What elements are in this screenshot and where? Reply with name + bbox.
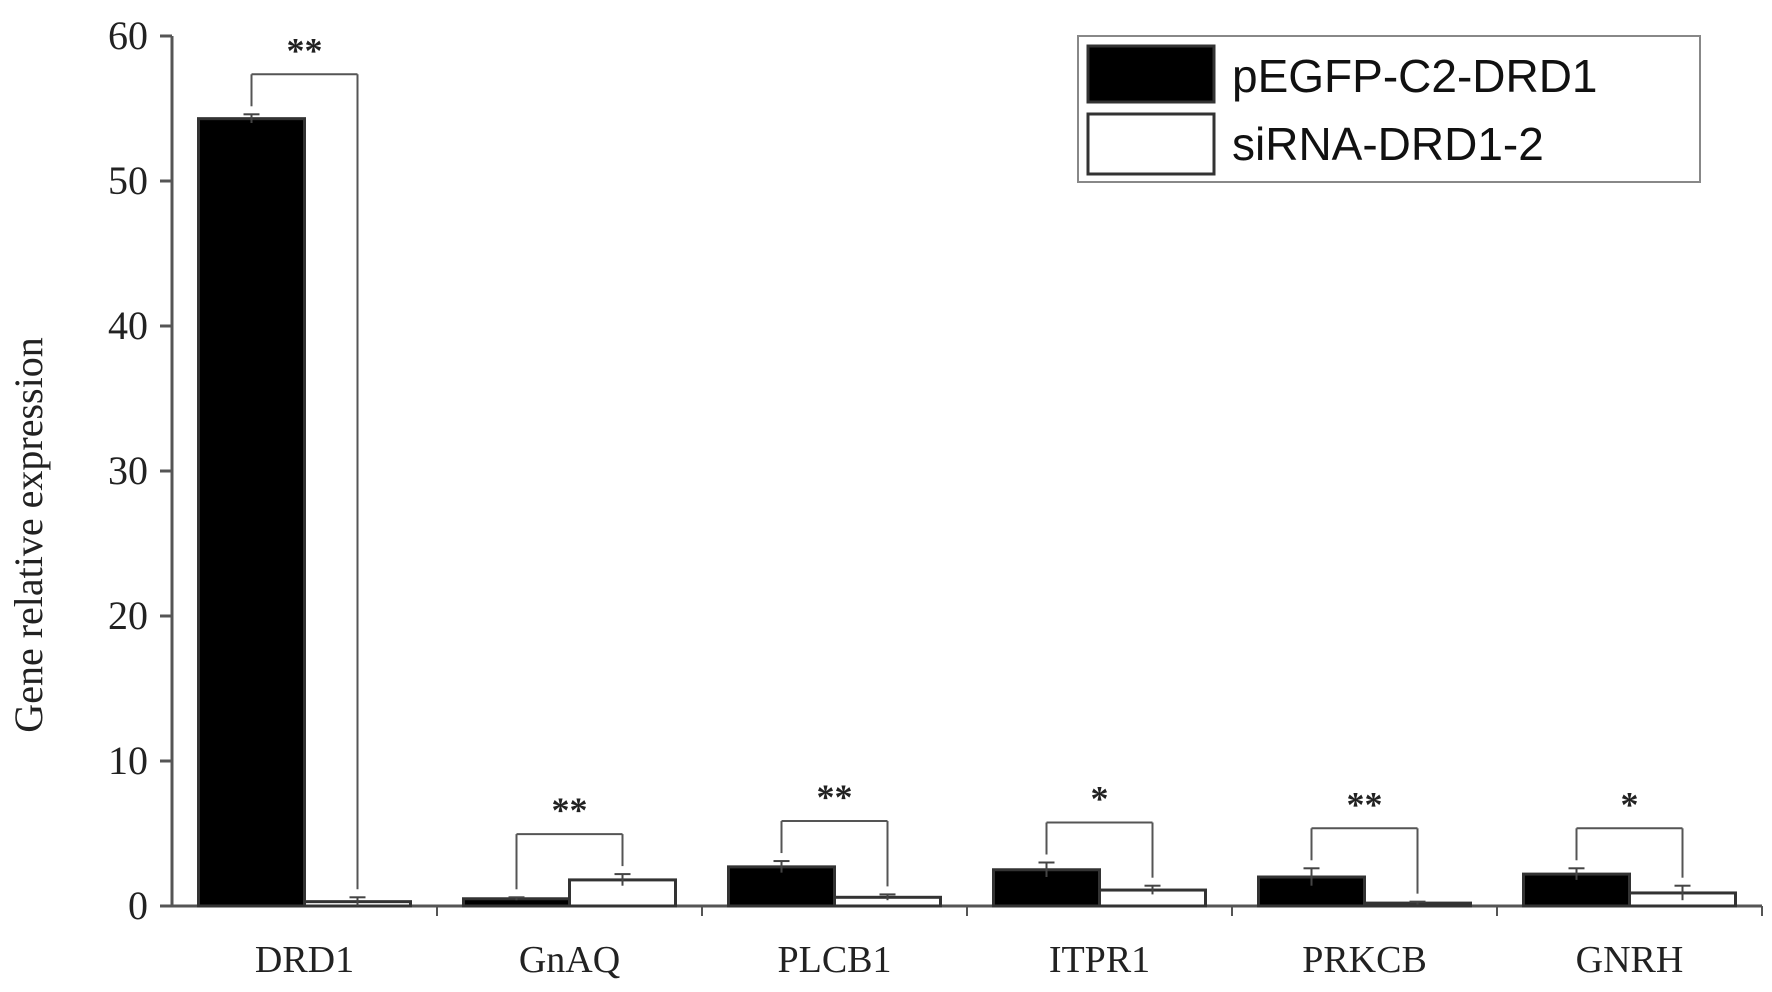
x-tick-label: DRD1	[255, 939, 354, 981]
error-bars	[243, 113, 1691, 906]
significance-bracket: **	[250, 30, 359, 890]
significance-bracket: *	[1045, 779, 1154, 878]
y-tick-label: 20	[108, 593, 148, 638]
y-tick-label: 10	[108, 738, 148, 783]
x-tick-label: PLCB1	[777, 939, 891, 981]
y-tick-label: 50	[108, 158, 148, 203]
y-tick-label: 0	[128, 883, 148, 928]
significance-label: **	[1347, 784, 1383, 824]
x-axis: DRD1 GnAQ PLCB1 ITPR1 PRKCB GNRH	[172, 904, 1763, 981]
significance-label: *	[1621, 784, 1639, 824]
y-tick-label: 60	[108, 13, 148, 58]
bars	[197, 117, 1737, 908]
significance-bracket: *	[1575, 784, 1684, 878]
x-tick-label: PRKCB	[1302, 939, 1427, 981]
legend-label-series-1: pEGFP-C2-DRD1	[1232, 50, 1598, 102]
y-tick-label: 40	[108, 303, 148, 348]
y-tick-label: 30	[108, 448, 148, 493]
significance-bracket: **	[515, 790, 624, 890]
significance-label: **	[552, 790, 588, 830]
x-tick-label: GnAQ	[519, 939, 620, 981]
significance-bracket: **	[780, 777, 889, 887]
significance-label: *	[1091, 779, 1109, 819]
y-axis: 0 10 20 30 40 50 60	[108, 13, 174, 928]
legend-swatch-series-2	[1086, 112, 1216, 176]
significance-bracket: **	[1310, 784, 1419, 894]
bar-1	[727, 865, 836, 908]
y-axis-label: Gene relative expression	[6, 337, 51, 732]
x-tick-label: ITPR1	[1049, 939, 1150, 981]
legend-label-series-2: siRNA-DRD1-2	[1232, 118, 1544, 170]
significance-label: **	[287, 30, 323, 70]
significance-label: **	[817, 777, 853, 817]
x-tick-label: GNRH	[1576, 939, 1684, 981]
bar-1	[197, 117, 306, 908]
legend-swatch-series-1	[1086, 44, 1216, 104]
legend: pEGFP-C2-DRD1 siRNA-DRD1-2	[1077, 35, 1701, 183]
significance-brackets: **** ** * ** *	[250, 30, 1684, 894]
